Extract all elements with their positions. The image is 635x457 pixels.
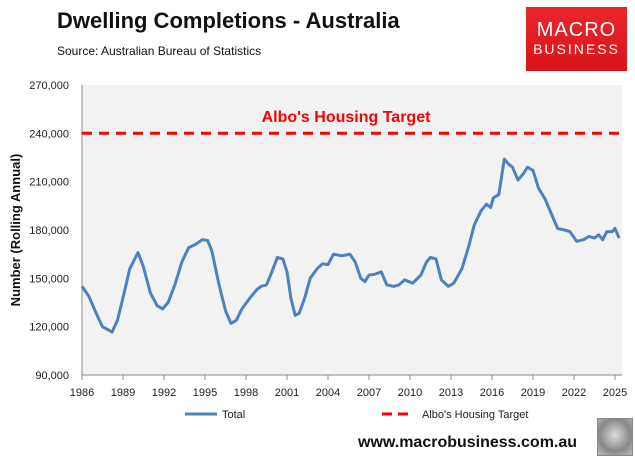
x-tick-label: 2013 bbox=[439, 387, 463, 399]
plot-area bbox=[82, 85, 622, 375]
logo-line-1: MACRO bbox=[536, 19, 617, 41]
x-tick-label: 1998 bbox=[234, 387, 258, 399]
x-tick-label: 1992 bbox=[152, 387, 176, 399]
y-axis-label: Number (Rolling Annual) bbox=[8, 154, 23, 307]
y-tick-label: 270,000 bbox=[29, 80, 69, 92]
x-tick-label: 2004 bbox=[316, 387, 340, 399]
x-tick-label: 2022 bbox=[562, 387, 586, 399]
x-tick-label: 2019 bbox=[521, 387, 545, 399]
y-tick-label: 240,000 bbox=[29, 128, 69, 140]
chart-source: Source: Australian Bureau of Statistics bbox=[57, 44, 262, 58]
x-tick-label: 2001 bbox=[275, 387, 299, 399]
macrobusiness-logo: MACRO BUSINESS bbox=[526, 7, 627, 71]
wolf-logo-icon bbox=[597, 418, 633, 456]
target-annotation: Albo's Housing Target bbox=[262, 109, 432, 126]
logo-line-2: BUSINESS bbox=[533, 41, 620, 57]
x-tick-label: 2016 bbox=[480, 387, 504, 399]
x-tick-label: 2010 bbox=[398, 387, 422, 399]
y-tick-label: 120,000 bbox=[29, 322, 69, 334]
website-url: www.macrobusiness.com.au bbox=[358, 434, 578, 451]
x-tick-label: 1995 bbox=[193, 387, 217, 399]
y-tick-label: 210,000 bbox=[29, 177, 69, 189]
x-tick-label: 2025 bbox=[603, 387, 627, 399]
chart-title: Dwelling Completions - Australia bbox=[57, 8, 400, 33]
x-tick-label: 1989 bbox=[111, 387, 135, 399]
x-tick-label: 2007 bbox=[357, 387, 381, 399]
y-tick-label: 180,000 bbox=[29, 225, 69, 237]
legend-target-label: Albo's Housing Target bbox=[422, 409, 528, 421]
total-series-line bbox=[80, 157, 621, 334]
y-tick-label: 150,000 bbox=[29, 273, 69, 285]
legend-total-label: Total bbox=[222, 409, 245, 421]
x-tick-label: 1986 bbox=[70, 387, 94, 399]
y-tick-label: 90,000 bbox=[35, 370, 69, 382]
